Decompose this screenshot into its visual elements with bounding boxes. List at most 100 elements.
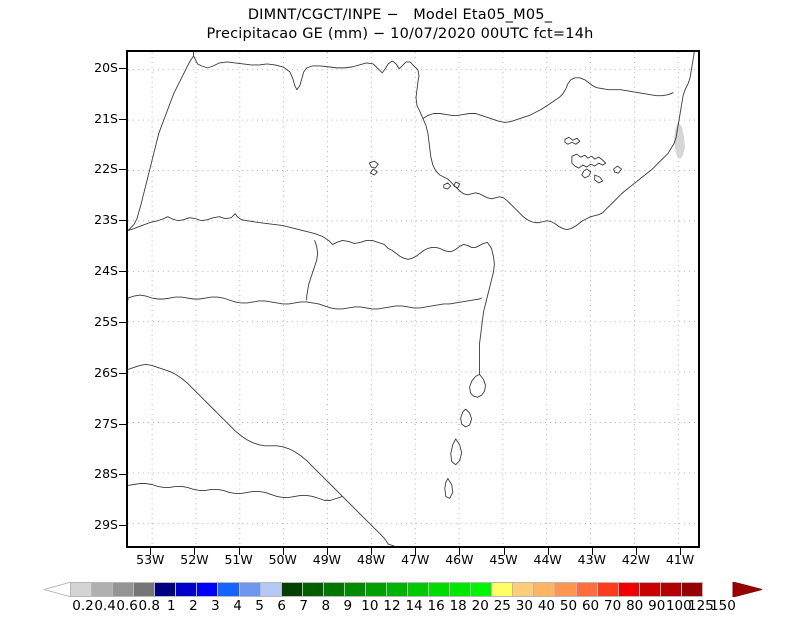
y-tick-label: 22S (94, 161, 118, 177)
colorbar-tick-label: 18 (449, 598, 467, 614)
colorbar-cell (385, 582, 408, 597)
colorbar-tick-label: 80 (626, 598, 644, 614)
colorbar-tick-label: 20 (471, 598, 489, 614)
x-tick-label: 51W (224, 552, 253, 567)
colorbar-cell (112, 582, 135, 597)
x-tick-mark (194, 548, 196, 555)
colorbar-left-arrow-icon (44, 582, 72, 597)
colorbar-tick-labels: 0.2 0.4 0.6 0.8 1 2 3 4 5 6 7 8 9 10 12 14 16 18 20 25 30 40 5… (0, 598, 800, 618)
colorbar-tick-label: 9 (343, 598, 353, 614)
colorbar-cell (596, 582, 619, 597)
colorbar-cell (91, 582, 114, 597)
colorbar-tick-label: 0.2 (72, 598, 94, 614)
colorbar-cell (680, 582, 703, 597)
x-tick-mark (680, 548, 682, 555)
colorbar-cell (364, 582, 387, 597)
colorbar-cell (322, 582, 345, 597)
x-tick-mark (459, 548, 461, 555)
y-tick-label: 25S (94, 313, 118, 329)
x-tick-mark (547, 548, 549, 555)
colorbar-cell (301, 582, 324, 597)
colorbar-tick-label: 7 (299, 598, 308, 614)
y-tick-label: 29S (94, 517, 118, 533)
x-tick-label: 41W (665, 552, 695, 567)
colorbar-cell (407, 582, 430, 597)
colorbar-swatches (70, 582, 703, 597)
precipitation-shading (674, 121, 686, 160)
colorbar-tick-label: 90 (648, 598, 666, 614)
colorbar-cell (70, 582, 93, 597)
colorbar-tick-label: 6 (277, 598, 286, 614)
coastline-and-borders (128, 52, 695, 546)
x-tick-label: 49W (312, 552, 342, 567)
x-tick-label: 52W (180, 552, 209, 567)
y-tick-mark (119, 372, 127, 374)
colorbar-tick-label: 1 (167, 598, 176, 614)
y-tick-label: 24S (94, 263, 118, 279)
colorbar: 0.2 0.4 0.6 0.8 1 2 3 4 5 6 7 8 9 10 12 14 16 18 20 25 30 40 5… (0, 578, 800, 618)
x-tick-mark (326, 548, 328, 555)
x-tick-label: 47W (401, 552, 430, 567)
colorbar-cell (449, 582, 472, 597)
x-tick-mark (282, 548, 284, 555)
colorbar-tick-label: 8 (321, 598, 331, 614)
x-tick-label: 43W (577, 552, 606, 567)
colorbar-tick-label: 0.8 (138, 598, 160, 614)
y-tick-label: 21S (94, 110, 118, 126)
x-tick-label: 48W (356, 552, 386, 567)
colorbar-tick-label: 12 (383, 598, 401, 614)
colorbar-tick-label: 16 (427, 598, 445, 614)
title-line-1: DIMNT/CGCT/INPE − Model Eta05_M05_ (247, 7, 553, 23)
colorbar-tick-label: 4 (233, 598, 242, 614)
colorbar-tick-label: 70 (604, 598, 622, 614)
y-tick-mark (119, 525, 127, 527)
x-tick-mark (503, 548, 505, 555)
y-tick-mark (119, 321, 127, 323)
colorbar-cell (428, 582, 451, 597)
colorbar-cell (470, 582, 493, 597)
x-tick-label: 44W (533, 552, 562, 567)
y-tick-mark (119, 220, 127, 222)
x-tick-mark (415, 548, 417, 555)
y-tick-label: 28S (94, 466, 118, 482)
colorbar-cell (533, 582, 556, 597)
y-tick-label: 23S (94, 212, 118, 228)
colorbar-tick-label: 0.6 (116, 598, 138, 614)
colorbar-cell (238, 582, 261, 597)
x-tick-mark (371, 548, 373, 555)
y-tick-mark (119, 118, 127, 120)
y-tick-mark (119, 67, 127, 69)
x-tick-mark (591, 548, 593, 555)
colorbar-cell (512, 582, 535, 597)
colorbar-cell (659, 582, 682, 597)
colorbar-tick-label: 30 (515, 598, 533, 614)
title-line-2: Precipitacao GE (mm) − 10/07/2020 00UTC … (206, 26, 594, 42)
y-tick-mark (119, 474, 127, 476)
y-tick-mark (119, 271, 127, 273)
colorbar-cell (554, 582, 577, 597)
map-canvas (128, 52, 698, 546)
colorbar-tick-label: 50 (559, 598, 578, 614)
map-gridlines (128, 52, 698, 546)
colorbar-cell (133, 582, 156, 597)
colorbar-tick-label: 10 (361, 598, 379, 614)
x-tick-label: 50W (268, 552, 297, 567)
x-tick-mark (238, 548, 240, 555)
colorbar-tick-label: 5 (255, 598, 264, 614)
y-tick-label: 26S (94, 364, 118, 380)
x-tick-mark (635, 548, 637, 555)
colorbar-tick-label: 150 (710, 598, 736, 614)
y-tick-mark (119, 423, 127, 425)
colorbar-cell (491, 582, 514, 597)
colorbar-tick-label: 2 (189, 598, 198, 614)
map-plot-area[interactable] (126, 50, 700, 548)
colorbar-cell (575, 582, 598, 597)
x-tick-label: 46W (445, 552, 474, 567)
x-tick-mark (150, 548, 152, 555)
y-tick-mark (119, 169, 127, 171)
colorbar-tick-label: 14 (405, 598, 423, 614)
y-tick-label: 27S (94, 415, 118, 431)
colorbar-cell (154, 582, 177, 597)
colorbar-tick-label: 0.4 (94, 598, 116, 614)
colorbar-tick-label: 25 (493, 598, 511, 614)
